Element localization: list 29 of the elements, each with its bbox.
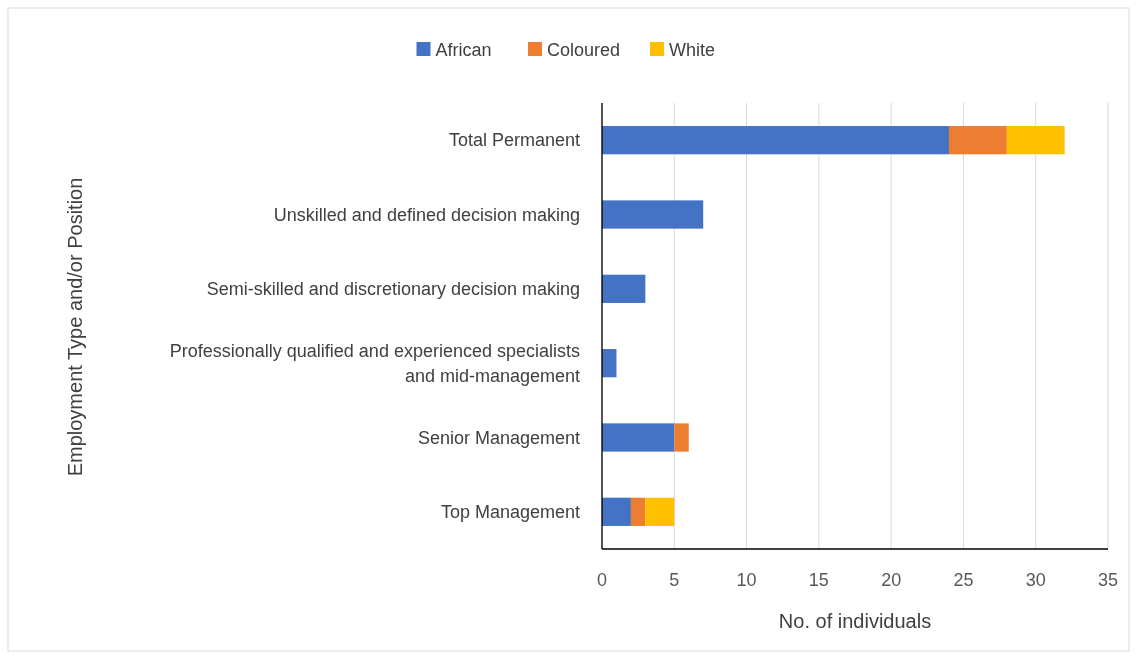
bar — [1006, 126, 1065, 155]
y-tick-label: Total Permanent — [448, 130, 580, 151]
y-tick-label: Senior Management — [417, 427, 580, 448]
legend-label: Coloured — [547, 40, 621, 60]
y-tick-label: Professionally qualified and experienced specialists and mid-management — [169, 340, 580, 386]
bar — [602, 423, 675, 452]
legend-label: African — [435, 40, 492, 60]
y-tick-label: Top Management — [440, 501, 580, 522]
x-tick-label: 25 — [953, 570, 974, 590]
x-tick-label: 10 — [736, 570, 757, 590]
x-tick-label: 15 — [808, 570, 829, 590]
x-tick-label: 20 — [881, 570, 902, 590]
bar — [630, 497, 646, 526]
bar — [645, 497, 675, 526]
x-axis-title: No. of individuals — [778, 610, 932, 632]
x-tick-label: 0 — [596, 570, 608, 590]
bar — [674, 423, 689, 452]
bar — [602, 126, 949, 155]
y-tick-label: Semi-skilled and discretionary decision making — [206, 278, 580, 299]
x-tick-label: 5 — [669, 570, 680, 590]
bar — [602, 497, 631, 526]
bar — [602, 200, 704, 229]
bar — [602, 274, 646, 303]
y-tick-label: Unskilled and defined decision making — [273, 204, 580, 225]
legend-label: White — [669, 40, 716, 60]
y-axis-title: Employment Type and/or Position — [64, 177, 86, 477]
x-tick-label: 30 — [1025, 570, 1046, 590]
x-tick-label: 35 — [1097, 570, 1119, 590]
bar — [948, 126, 1007, 155]
